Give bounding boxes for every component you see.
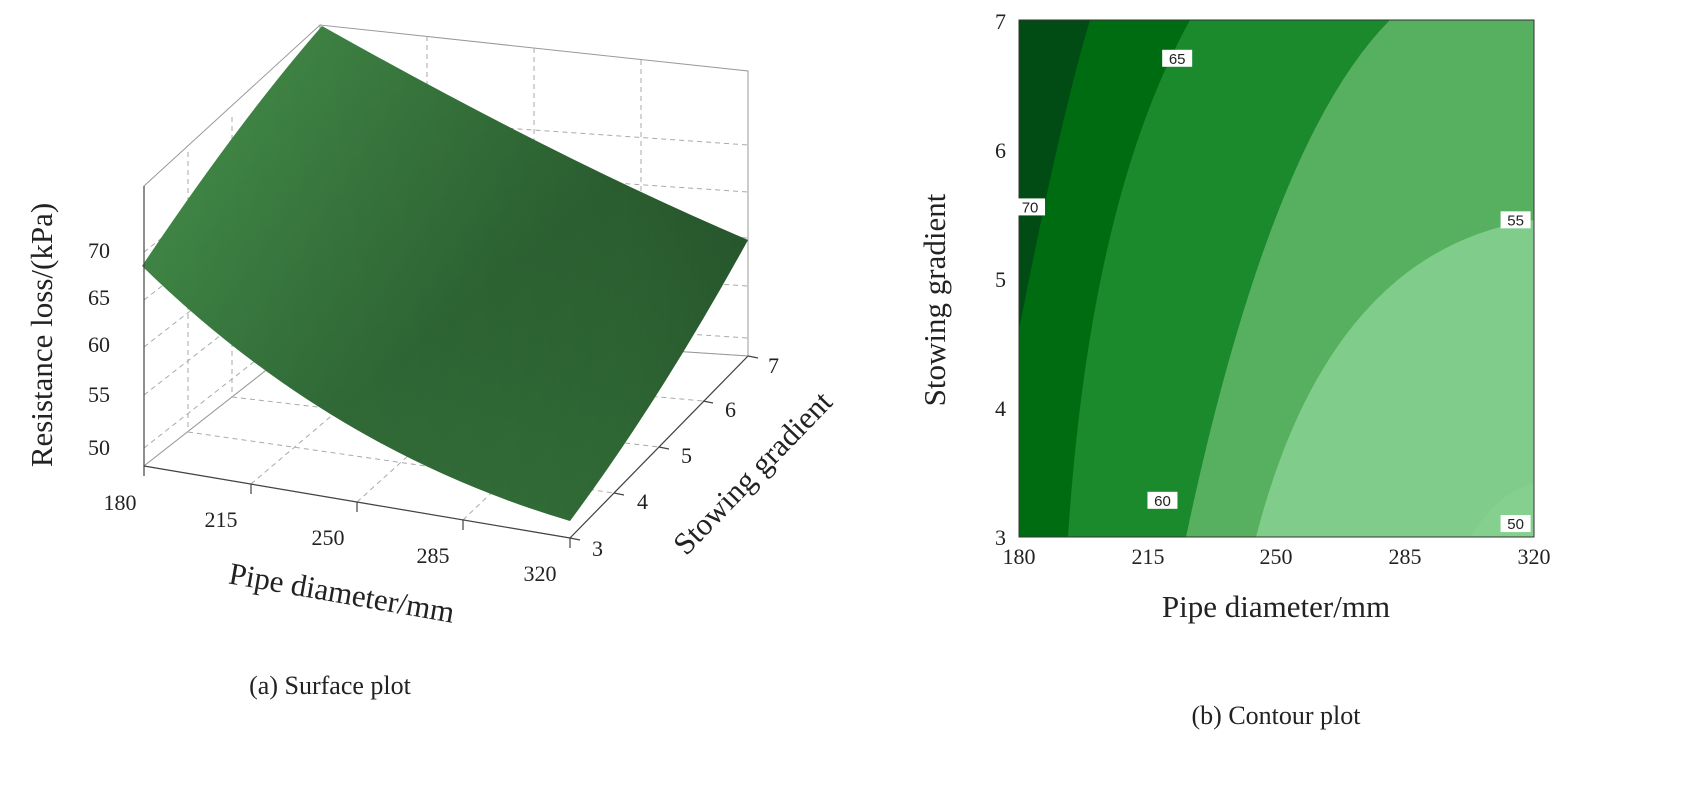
contour-level-label-text: 70 (1022, 199, 1039, 216)
x-tick-label: 180 (104, 490, 137, 515)
x-tick-label: 215 (205, 507, 238, 532)
x-tick-label: 250 (312, 525, 345, 550)
x-tick-labels: 180 215 250 285 320 (104, 490, 557, 586)
contour-y-tick-label: 7 (995, 9, 1006, 34)
y-tick-label: 7 (768, 353, 779, 378)
z-tick-label: 70 (88, 238, 110, 263)
z-tick-labels: 50 55 60 65 70 (88, 238, 110, 460)
contour-level-label: 65 (1162, 49, 1193, 68)
surface-plot: 50 55 60 65 70 180 215 250 285 320 3 4 5… (24, 23, 839, 700)
contour-y-tick-label: 6 (995, 138, 1006, 163)
y-tick-label: 4 (637, 489, 648, 514)
contour-level-labels: 70 65 60 55 50 (1015, 49, 1531, 533)
contour-x-tick-label: 285 (1389, 544, 1422, 569)
contour-y-axis-label: Stowing gradient (917, 193, 952, 406)
contour-bands (1019, 20, 1534, 537)
contour-y-tick-label: 4 (995, 396, 1006, 421)
z-axis-label: Resistance loss/(kPa) (24, 203, 59, 467)
x-tick-label: 285 (417, 543, 450, 568)
contour-caption: (b) Contour plot (1192, 701, 1362, 730)
x-tick-label: 320 (524, 561, 557, 586)
y-tick-labels: 3 4 5 6 7 (592, 353, 779, 561)
z-tick-label: 50 (88, 435, 110, 460)
contour-level-label-text: 55 (1507, 212, 1524, 229)
contour-y-tick-label: 5 (995, 267, 1006, 292)
contour-level-label-box (1500, 211, 1531, 229)
contour-level-label-text: 50 (1507, 516, 1524, 533)
contour-level-label: 55 (1500, 211, 1531, 229)
contour-x-tick-label: 180 (1003, 544, 1036, 569)
contour-y-tick-label: 3 (995, 525, 1006, 550)
surface-tick-marks (143, 355, 759, 548)
contour-level-label-text: 65 (1169, 51, 1186, 68)
contour-level-label-box (1015, 198, 1046, 216)
contour-level-label: 70 (1015, 198, 1046, 216)
y-tick-label: 6 (725, 397, 736, 422)
response-surface-shading (142, 26, 748, 521)
contour-level-label-text: 60 (1154, 493, 1171, 510)
contour-level-label-box (1162, 49, 1193, 67)
contour-level-label: 50 (1500, 515, 1531, 533)
contour-x-tick-label: 215 (1132, 544, 1165, 569)
z-tick-label: 55 (88, 382, 110, 407)
contour-x-tick-labels: 180 215 250 285 320 (1003, 544, 1551, 569)
contour-y-tick-labels: 3 4 5 6 7 (995, 9, 1006, 550)
y-tick-label: 5 (681, 443, 692, 468)
z-tick-label: 60 (88, 332, 110, 357)
contour-x-tick-label: 250 (1260, 544, 1293, 569)
contour-x-tick-label: 320 (1518, 544, 1551, 569)
contour-level-label-box (1500, 515, 1531, 533)
contour-level-label: 60 (1147, 491, 1178, 510)
surface-caption: (a) Surface plot (249, 671, 411, 700)
y-tick-label: 3 (592, 536, 603, 561)
contour-frame (1018, 19, 1535, 538)
z-tick-label: 65 (88, 285, 110, 310)
contour-band-50-55 (1256, 220, 1534, 537)
contour-x-axis-label: Pipe diameter/mm (1162, 589, 1390, 624)
contour-level-label-box (1147, 491, 1178, 509)
